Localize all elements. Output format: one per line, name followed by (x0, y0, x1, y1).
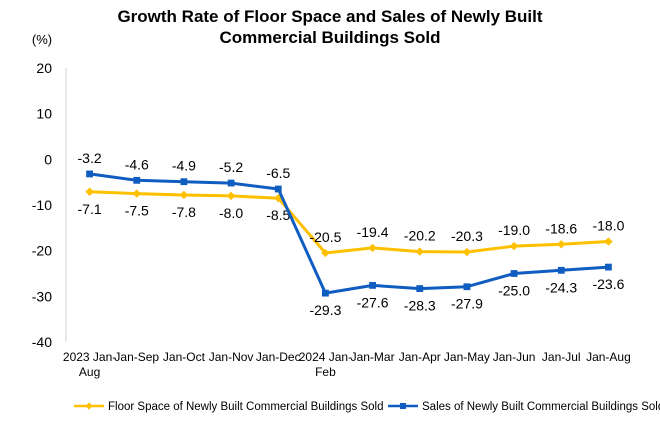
data-point-diamond (462, 247, 472, 257)
data-label: -18.6 (545, 220, 577, 236)
y-tick-label: 20 (36, 60, 52, 76)
x-tick-label: 2023 Jan- (63, 350, 116, 364)
data-label: -28.3 (404, 298, 436, 314)
x-tick-label: Jan-Dec (256, 350, 301, 364)
x-tick-label: Feb (315, 365, 336, 379)
data-point-diamond (85, 187, 94, 196)
data-label: -20.3 (451, 228, 483, 244)
x-tick-label: Jan-Jul (542, 350, 581, 364)
legend-label-1: Floor Space of Newly Built Commercial Bu… (108, 401, 383, 413)
y-axis-unit-label: (%) (32, 32, 52, 47)
data-point-square (510, 270, 518, 277)
data-point-diamond (321, 248, 330, 258)
data-label: -18.0 (592, 218, 624, 234)
data-point-square (416, 285, 424, 292)
data-label: -6.5 (266, 165, 290, 181)
data-point-square (180, 178, 188, 186)
y-tick-label: -30 (32, 288, 52, 304)
data-point-diamond (509, 241, 519, 251)
data-point-square (322, 289, 329, 297)
data-label: -25.0 (498, 283, 530, 299)
series-line-1 (89, 190, 609, 255)
x-tick-label: 2024 Jan- (299, 350, 352, 364)
data-point-square (86, 170, 93, 178)
data-point-diamond (415, 247, 424, 256)
data-label: -7.5 (125, 203, 149, 219)
data-label: -3.2 (78, 150, 102, 166)
x-tick-label: Jan-Mar (351, 350, 395, 364)
data-label: -19.4 (357, 224, 389, 240)
data-point-square (274, 185, 282, 193)
y-tick-label: -20 (32, 243, 52, 259)
data-point-square (227, 179, 235, 187)
data-label: -7.8 (172, 204, 196, 220)
data-point-square (557, 266, 565, 274)
x-tick-label: Jan-Sep (114, 350, 159, 364)
data-point-diamond (604, 237, 613, 246)
y-tick-label: 10 (36, 106, 52, 122)
y-tick-label: -10 (32, 197, 52, 213)
series-line-2 (89, 172, 609, 295)
legend-label-2: Sales of Newly Built Commercial Building… (422, 401, 660, 413)
data-point-diamond (557, 240, 566, 249)
x-tick-label: Jan-Aug (586, 350, 631, 364)
data-label: -4.9 (172, 158, 196, 174)
data-label: -8.0 (219, 205, 243, 221)
x-tick-label: Jan-Apr (399, 350, 441, 364)
data-label: -27.9 (451, 296, 483, 312)
chart-title-line-1: Growth Rate of Floor Space and Sales of … (117, 7, 543, 26)
x-tick-label: Aug (79, 365, 100, 379)
data-point-square (605, 263, 612, 271)
data-label: -23.6 (592, 276, 624, 292)
legend-marker-diamond (85, 402, 93, 410)
y-tick-label: -40 (32, 334, 52, 350)
legend-marker-square (400, 403, 406, 409)
data-label: -20.2 (404, 228, 436, 244)
chart-title: Growth Rate of Floor Space and Sales of … (0, 6, 660, 48)
x-tick-label: Jan-Jun (493, 350, 536, 364)
data-point-diamond (179, 190, 189, 200)
data-label: -24.3 (545, 279, 577, 295)
data-point-square (369, 281, 376, 289)
data-point-diamond (132, 189, 141, 198)
data-label: -19.0 (498, 222, 530, 238)
y-tick-label: 0 (44, 151, 52, 167)
data-label: -4.6 (125, 156, 149, 172)
data-label: -8.5 (266, 207, 290, 223)
data-point-diamond (368, 243, 377, 253)
x-tick-label: Jan-Oct (163, 350, 206, 364)
x-tick-label: Jan-May (444, 350, 490, 364)
data-label: -27.6 (357, 294, 389, 310)
data-label: -5.2 (219, 159, 243, 175)
data-label: -29.3 (309, 302, 341, 318)
data-point-square (133, 176, 141, 184)
x-tick-label: Jan-Nov (209, 350, 254, 364)
data-point-diamond (226, 191, 236, 201)
data-label: -7.1 (78, 201, 102, 217)
data-point-square (463, 283, 471, 291)
chart-title-line-2: Commercial Buildings Sold (219, 28, 441, 47)
data-label: -20.5 (309, 229, 341, 245)
